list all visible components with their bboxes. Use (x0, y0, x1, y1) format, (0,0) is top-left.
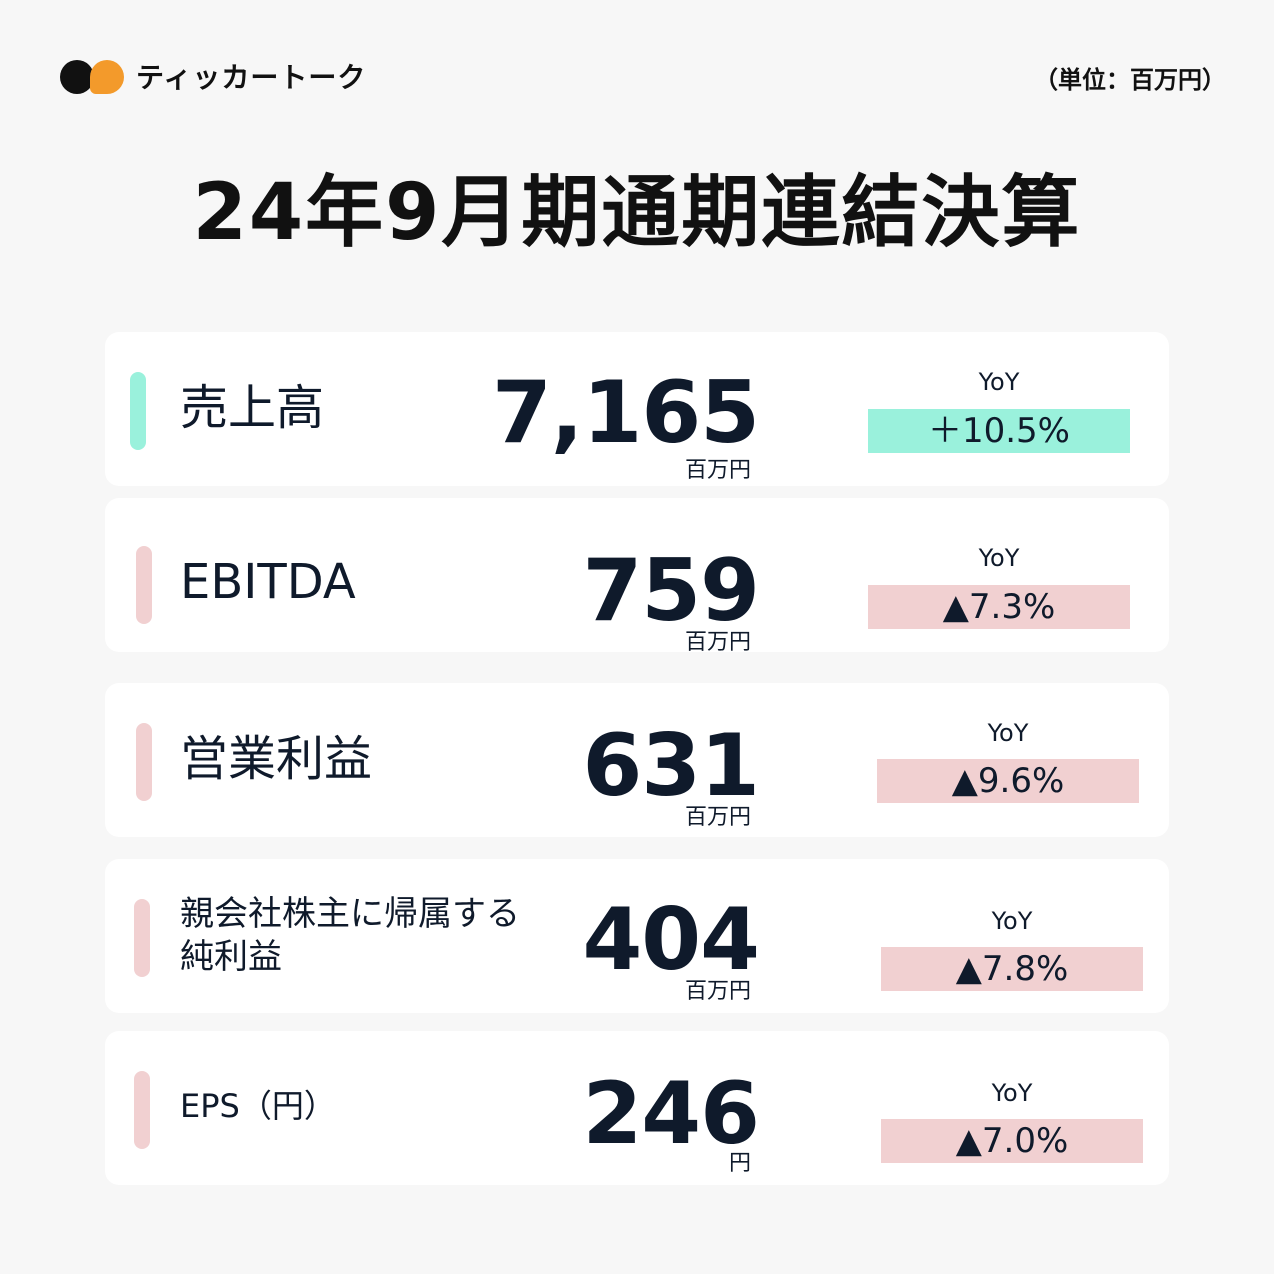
metric-label: EPS（円） (180, 1087, 336, 1125)
yoy-label: YoY (978, 368, 1020, 396)
trend-indicator-bar (134, 899, 150, 977)
logo: ティッカートーク (60, 56, 366, 96)
yoy-value: ▲7.3% (868, 585, 1130, 629)
yoy-label: YoY (991, 1079, 1033, 1107)
metric-unit: 百万円 (684, 979, 751, 1004)
yoy-label: YoY (991, 907, 1033, 935)
metric-label: 売上高 (180, 380, 325, 436)
trend-indicator-bar (136, 546, 152, 624)
yoy-value: ▲7.0% (881, 1119, 1143, 1163)
metric-label-line2: 純利益 (180, 936, 282, 977)
page-title: 24年9月期通期連結決算 (192, 168, 1082, 258)
metric-unit: 円 (728, 1151, 751, 1176)
yoy-value: ＋10.5% (868, 409, 1130, 453)
metric-label: 営業利益 (180, 731, 373, 787)
metric-card-revenue: 売上高 7,165 百万円 YoY ＋10.5% (105, 332, 1169, 486)
trend-indicator-bar (136, 723, 152, 801)
metric-value: 759 (582, 541, 760, 641)
metric-unit: 百万円 (684, 630, 751, 655)
unit-note: （単位：百万円） (1034, 66, 1226, 94)
yoy-label: YoY (987, 719, 1029, 747)
metric-card-ebitda: EBITDA 759 百万円 YoY ▲7.3% (105, 498, 1169, 655)
yoy-value: ▲9.6% (877, 759, 1139, 803)
logo-mark-icon (60, 57, 126, 95)
yoy-value: ▲7.8% (881, 947, 1143, 991)
logo-text: ティッカートーク (136, 61, 367, 94)
metric-unit: 百万円 (684, 805, 751, 830)
metric-value: 246 (582, 1064, 760, 1164)
metric-unit: 百万円 (684, 458, 751, 483)
trend-indicator-bar (134, 1071, 150, 1149)
metric-value: 404 (582, 890, 760, 990)
metric-value: 7,165 (491, 363, 760, 463)
trend-indicator-bar (130, 372, 146, 450)
metric-label: 親会社株主に帰属する 純利益 (180, 893, 520, 978)
yoy-label: YoY (978, 544, 1020, 572)
metric-label-line1: 親会社株主に帰属する (180, 894, 520, 934)
metric-card-operating-income: 営業利益 631 百万円 YoY ▲9.6% (105, 683, 1169, 837)
metric-card-net-income: 親会社株主に帰属する 純利益 404 百万円 YoY ▲7.8% (105, 859, 1169, 1013)
metric-value: 631 (582, 716, 760, 816)
metric-card-eps: EPS（円） 246 円 YoY ▲7.0% (105, 1031, 1169, 1185)
metric-label: EBITDA (180, 554, 356, 610)
